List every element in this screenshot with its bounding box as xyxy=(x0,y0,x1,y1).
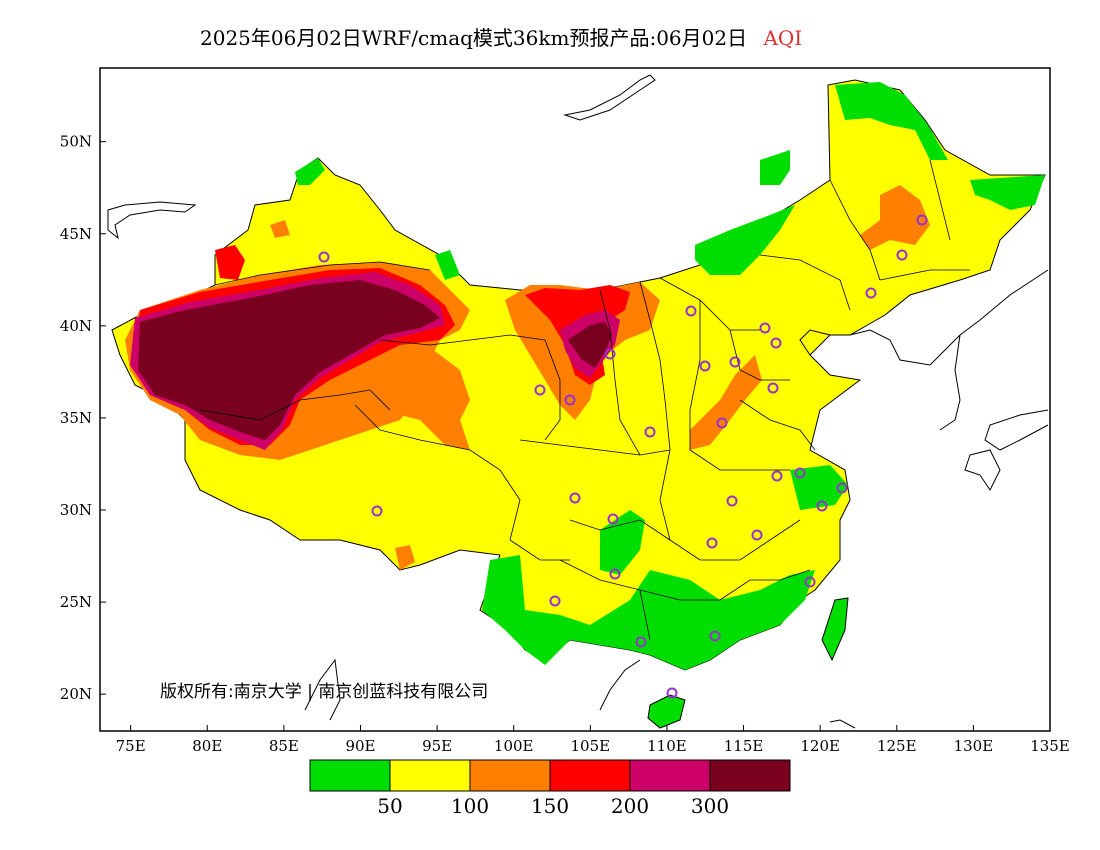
region-green-guizhou xyxy=(600,510,645,575)
x-tick-label: 80E xyxy=(192,737,222,755)
variable-label: AQI xyxy=(763,26,803,50)
region-orange-jilin xyxy=(860,185,930,250)
x-tick-label: 110E xyxy=(647,737,687,755)
station-markers xyxy=(318,214,928,699)
region-red-xinjiang-north xyxy=(215,245,245,280)
x-tick-label: 95E xyxy=(422,737,452,755)
copyright-text: 版权所有:南京大学 | 南京创蓝科技有限公司 xyxy=(160,682,488,702)
y-tick-label: 20N xyxy=(60,685,92,703)
x-tick-label: 130E xyxy=(954,737,994,755)
map-area xyxy=(107,74,1049,729)
y-tick-label: 30N xyxy=(60,501,92,519)
x-tick-label: 90E xyxy=(345,737,375,755)
x-tick-label: 115E xyxy=(724,737,764,755)
region-green-hlj xyxy=(760,150,790,185)
y-tick-label: 50N xyxy=(60,133,92,151)
region-orange-hebei xyxy=(690,355,762,450)
region-green-northeast-east xyxy=(970,175,1045,210)
title-text: 2025年06月02日WRF/cmaq模式36km预报产品:06月02日 xyxy=(200,26,748,50)
legend-label: 200 xyxy=(611,794,649,818)
x-tick-label: 105E xyxy=(571,737,611,755)
x-tick-label: 100E xyxy=(494,737,534,755)
legend-swatch xyxy=(629,759,711,792)
region-orange-small-2 xyxy=(270,220,290,238)
region-orange-tibet xyxy=(355,340,470,450)
x-tick-label: 125E xyxy=(877,737,917,755)
y-tick-label: 40N xyxy=(60,317,92,335)
legend-swatch xyxy=(469,759,551,792)
y-tick-label: 45N xyxy=(60,225,92,243)
region-green-northeast xyxy=(835,82,948,160)
region-green-jiangsu xyxy=(790,465,848,510)
region-maroon-taklimakan xyxy=(138,280,440,440)
region-green-taiwan xyxy=(821,597,849,662)
x-tick-label: 75E xyxy=(116,737,146,755)
legend-label: 150 xyxy=(531,794,569,818)
map-title: 2025年06月02日WRF/cmaq模式36km预报产品:06月02日 AQI xyxy=(200,22,802,51)
region-maroon-ningxia xyxy=(568,322,612,368)
region-green-innermongolia xyxy=(695,205,795,275)
x-tick-label: 135E xyxy=(1030,737,1070,755)
legend-label: 300 xyxy=(691,794,729,818)
x-tick-label: 85E xyxy=(269,737,299,755)
region-green-xinjiang-north xyxy=(295,158,325,185)
coastlines xyxy=(107,74,1049,729)
x-axis-ticks: 75E 80E 85E 90E 95E 100E 105E 110E 115E 120E 125E 1… xyxy=(116,725,1070,755)
legend-swatch xyxy=(549,759,631,792)
province-boundaries xyxy=(199,159,970,641)
region-orange-small-1 xyxy=(395,545,415,570)
x-tick-label: 120E xyxy=(800,737,840,755)
region-green-south xyxy=(482,555,815,670)
y-tick-label: 25N xyxy=(60,593,92,611)
legend-swatch xyxy=(709,759,791,792)
y-axis-ticks: 50N 45N 40N 35N 30N 25N 20N xyxy=(60,133,106,703)
region-green-gansu xyxy=(435,250,460,280)
y-tick-label: 35N xyxy=(60,409,92,427)
legend-label: 100 xyxy=(451,794,489,818)
legend-swatch xyxy=(389,759,471,792)
region-green-hainan xyxy=(647,694,686,729)
color-legend: 50 100 150 200 300 xyxy=(309,759,791,818)
legend-label: 50 xyxy=(377,794,402,818)
legend-swatch xyxy=(309,759,391,792)
